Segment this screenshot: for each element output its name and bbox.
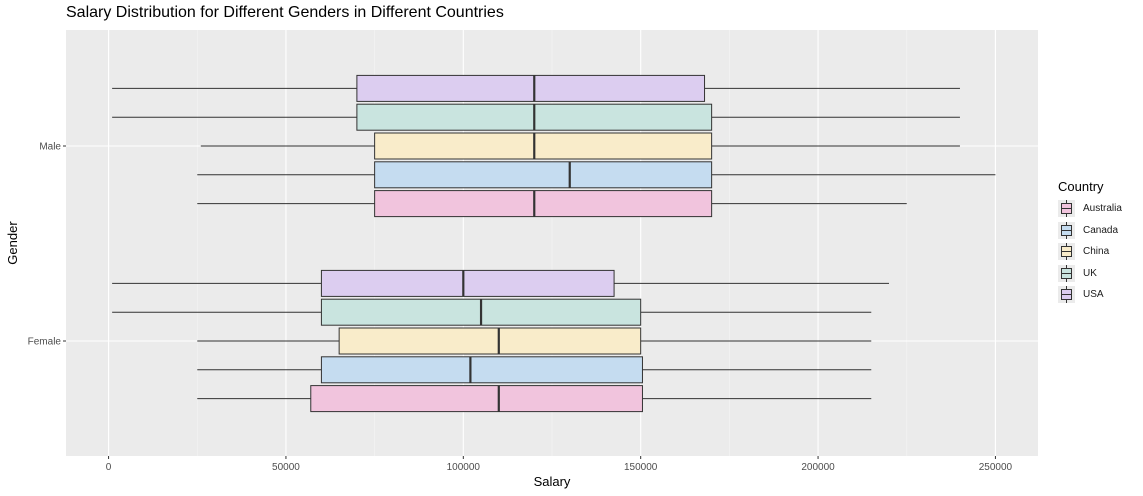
legend-label: UK (1083, 267, 1097, 279)
legend-items: Australia Canada China UK USA (1058, 198, 1122, 306)
legend-item-canada: Canada (1058, 220, 1122, 242)
legend-label: Canada (1083, 224, 1119, 236)
box-usa-female (112, 269, 890, 297)
box-australia-male (197, 190, 907, 218)
y-tick-label-male: Male (39, 142, 61, 153)
y-tick-label-female: Female (28, 337, 62, 348)
iqr-box (320, 269, 615, 297)
iqr-box (374, 132, 713, 160)
legend-key (1058, 200, 1075, 218)
legend-item-uk: UK (1058, 263, 1122, 285)
iqr-box (356, 74, 706, 102)
box-china-male (200, 132, 960, 160)
box-china-female (197, 327, 872, 355)
box-canada-female (197, 356, 872, 384)
box-uk-male (112, 103, 960, 131)
iqr-box (310, 385, 643, 413)
box-layer (112, 74, 996, 413)
legend-key (1058, 264, 1075, 282)
legend-key (1058, 221, 1075, 239)
x-tick-label: 200000 (801, 462, 835, 473)
legend-label: USA (1083, 289, 1104, 301)
axis-layer: 0 50000 100000 150000 200000 250000 Male Female (28, 142, 1013, 474)
box-australia-female (197, 385, 872, 413)
box-uk-female (112, 298, 872, 326)
legend-key (1058, 243, 1075, 261)
legend-item-australia: Australia (1058, 198, 1122, 220)
x-tick-label: 50000 (272, 462, 300, 473)
legend-key (1058, 286, 1075, 304)
x-axis-title: Salary (534, 474, 571, 489)
box-canada-male (197, 161, 996, 189)
legend-title: Country (1058, 179, 1104, 194)
box-usa-male (112, 74, 960, 102)
iqr-box (374, 190, 713, 218)
legend-item-china: China (1058, 241, 1122, 263)
iqr-box (374, 161, 713, 189)
x-tick-label: 250000 (979, 462, 1013, 473)
legend-label: Australia (1083, 203, 1122, 215)
iqr-box (338, 327, 642, 355)
x-tick-label: 0 (106, 462, 112, 473)
legend: Country Australia Canada China UK USA (1058, 179, 1122, 306)
y-axis-title: Gender (5, 221, 20, 265)
x-tick-label: 100000 (447, 462, 481, 473)
legend-label: China (1083, 246, 1110, 258)
legend-item-usa: USA (1058, 284, 1122, 306)
iqr-box (320, 356, 643, 384)
chart-title: Salary Distribution for Different Gender… (66, 4, 504, 21)
x-tick-label: 150000 (624, 462, 658, 473)
